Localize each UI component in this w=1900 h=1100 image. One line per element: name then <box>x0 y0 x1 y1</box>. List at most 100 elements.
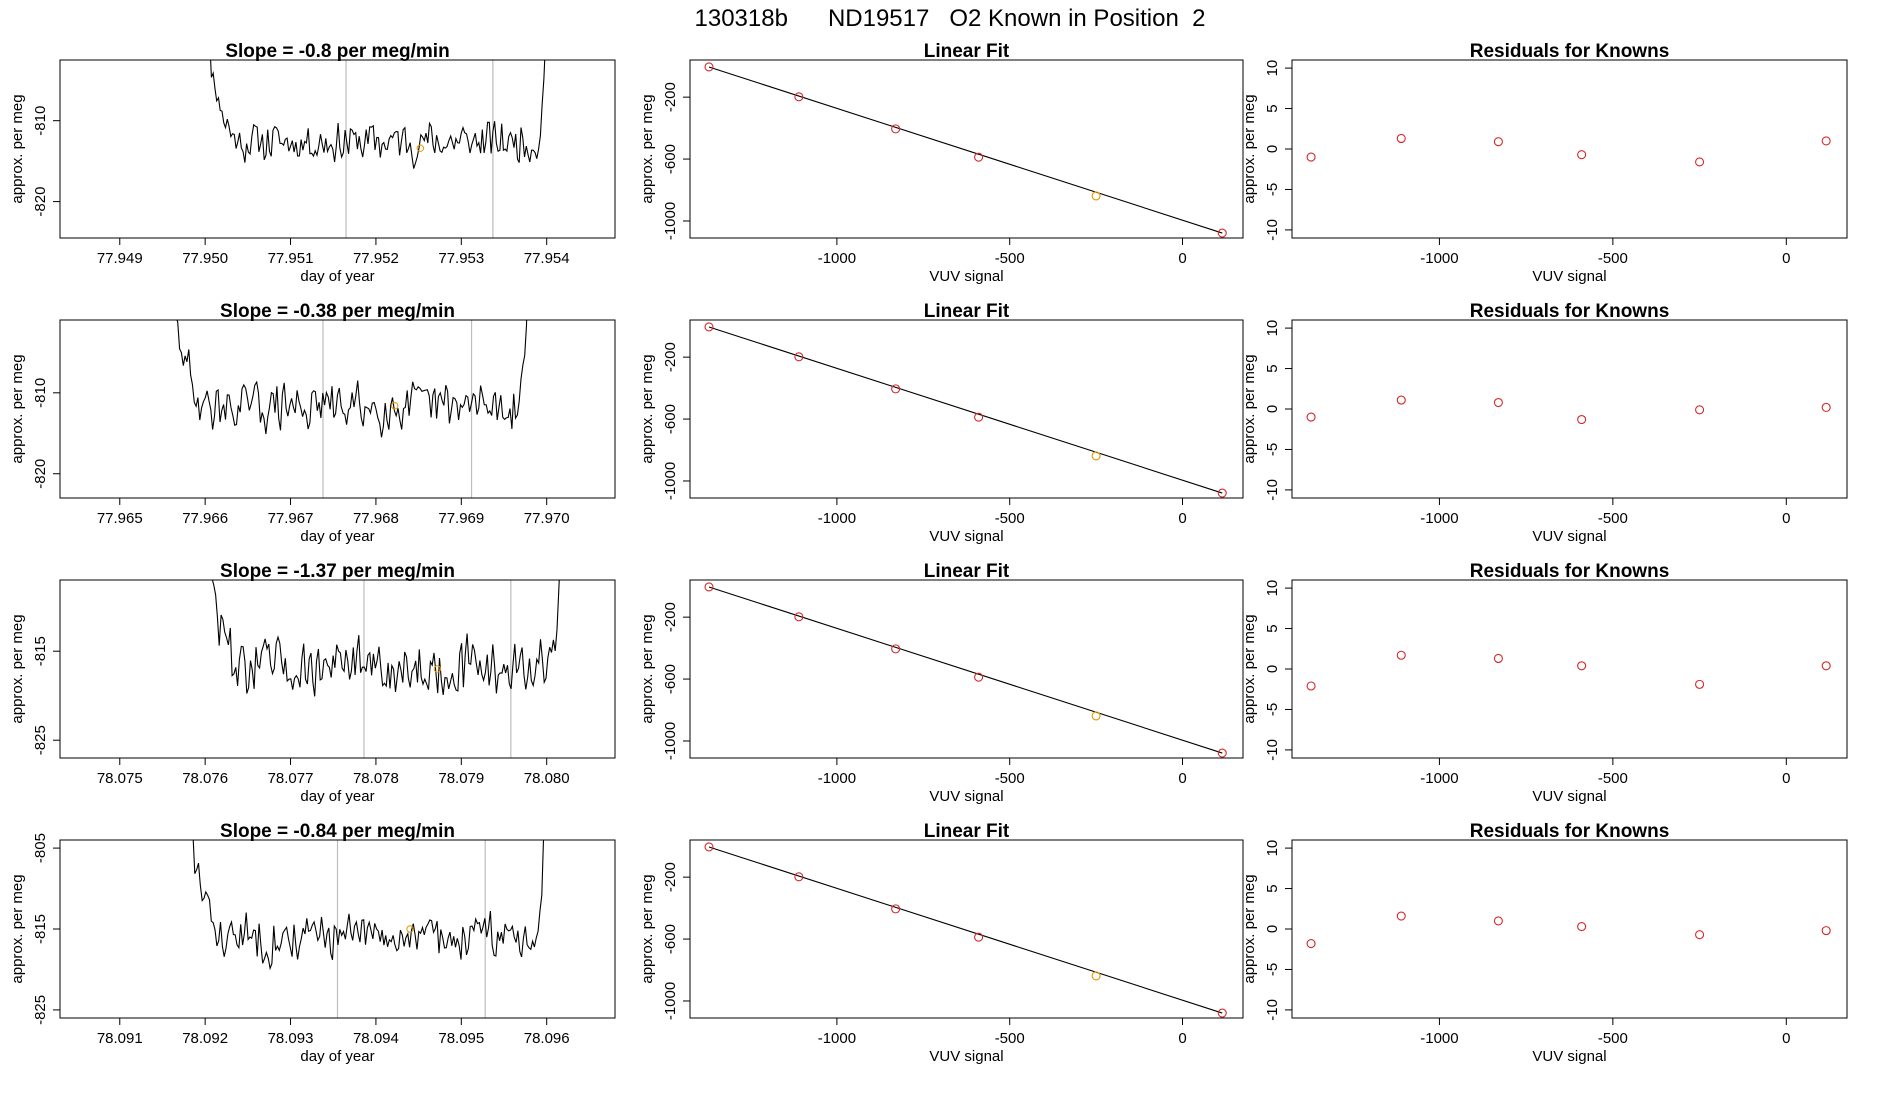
row3-resid-title: Residuals for Knowns <box>1470 561 1670 582</box>
row1-resid-point-4 <box>1577 150 1587 160</box>
row1-fit-xtick-label: -1000 <box>818 250 856 267</box>
row4-time-xtick-label: 78.095 <box>438 1030 484 1047</box>
row4-fit-point-6 <box>1217 1008 1227 1018</box>
row4-resid-xlabel: VUV signal <box>1532 1048 1606 1065</box>
row1-resid-panel: -1000 -500 0 10 5 0 -5 -10 Residuals for Knowns V… <box>1241 41 1848 285</box>
row2-resid-ytick-label: -10 <box>1264 479 1281 501</box>
row3-fit-point-2 <box>794 612 804 622</box>
row1-time-ytick-label: -810 <box>32 106 49 136</box>
row1-resid-point-1 <box>1306 152 1316 162</box>
row4-time-xtick-label: 78.093 <box>268 1030 314 1047</box>
row2-time-frame <box>59 319 616 499</box>
row2-time-xlabel: day of year <box>300 528 374 545</box>
row3-resid-xtick-label: -1000 <box>1420 770 1458 787</box>
row3-time-ytick-label: -825 <box>32 725 49 755</box>
row3-fit-xtick-label: 0 <box>1178 770 1186 787</box>
row4-fit-point-2 <box>794 872 804 882</box>
row4-resid-panel: -1000 -500 0 10 5 0 -5 -10 Residuals for Knowns V… <box>1241 821 1848 1065</box>
row3-time-frame <box>59 579 616 759</box>
row4-fit-panel: -1000 -500 0 -200 -600 -1000 Linear Fit VUV sig… <box>639 821 1244 1065</box>
row3-time-trace <box>211 580 560 697</box>
row3-time-ytick-label: -815 <box>32 636 49 666</box>
row3-resid-ytick-label: 5 <box>1264 624 1281 632</box>
row1-resid-xtick-label: -500 <box>1598 250 1628 267</box>
row2-fit-xlabel: VUV signal <box>929 528 1003 545</box>
row2-time-plot-area <box>176 320 528 498</box>
row2-fit-ylabel: approx. per meg <box>639 354 656 463</box>
row4-time-marker-point <box>406 925 414 933</box>
row1-resid-point-5 <box>1695 157 1705 167</box>
row3-time-xtick-label: 78.076 <box>182 770 228 787</box>
row1-resid-point-3 <box>1493 137 1503 147</box>
row2-resid-ytick-label: -5 <box>1264 443 1281 456</box>
row4-resid-point-6 <box>1821 926 1831 936</box>
row3-fit-ytick-label: -1000 <box>662 722 679 760</box>
row4-resid-point-3 <box>1493 916 1503 926</box>
row4-time-title: Slope = -0.84 per meg/min <box>220 821 455 842</box>
row2-resid-xtick-label: 0 <box>1782 510 1790 527</box>
row3-resid-xlabel: VUV signal <box>1532 788 1606 805</box>
row2-time-ytick-label: -810 <box>32 378 49 408</box>
row4-time-plot-area <box>192 840 545 1018</box>
row1-time-marker-point <box>416 144 425 152</box>
row2-fit-ytick-label: -1000 <box>662 462 679 500</box>
row3-time-xlabel: day of year <box>300 788 374 805</box>
row2-resid-xtick-label: -500 <box>1598 510 1628 527</box>
row1-fit-fit-line <box>708 66 1223 234</box>
row4-time-ytick-label: -815 <box>32 914 49 944</box>
row4-fit-xtick-label: -1000 <box>818 1030 856 1047</box>
row4-fit-ytick-label: -600 <box>662 924 679 954</box>
row3-resid-point-6 <box>1821 661 1831 671</box>
row1-time-xtick-label: 77.951 <box>268 250 314 267</box>
row4-fit-point-5 <box>1091 971 1101 981</box>
row4-fit-xtick-label: 0 <box>1178 1030 1186 1047</box>
row4-fit-title: Linear Fit <box>924 821 1010 842</box>
row3-resid-ytick-label: 0 <box>1264 665 1281 673</box>
row4-resid-point-2 <box>1396 911 1406 921</box>
row4-fit-plot-area <box>704 842 1227 1018</box>
row2-resid-point-1 <box>1306 412 1316 422</box>
row3-resid-ylabel: approx. per meg <box>1241 614 1258 723</box>
row3-resid-ytick-label: -10 <box>1264 739 1281 761</box>
row2-fit-xtick-label: 0 <box>1178 510 1186 527</box>
row2-fit-point-3 <box>891 384 901 394</box>
row1-resid-xtick-label: 0 <box>1782 250 1790 267</box>
row2-fit-xtick-label: -500 <box>995 510 1025 527</box>
row4-resid-ytick-label: -10 <box>1264 999 1281 1021</box>
row3-resid-ytick-label: 10 <box>1264 580 1281 597</box>
row1-resid-ylabel: approx. per meg <box>1241 94 1258 203</box>
row4-fit-fit-line <box>708 846 1223 1014</box>
row1-time-panel: 77.949 77.950 77.951 77.952 77.953 77.954 -810… <box>9 41 616 285</box>
row1-time-frame <box>59 59 616 239</box>
row1-fit-point-4 <box>974 152 984 162</box>
row2-fit-frame <box>689 319 1244 499</box>
row2-fit-fit-line <box>708 326 1223 494</box>
row4-time-xtick-label: 78.096 <box>524 1030 570 1047</box>
row3-fit-xtick-label: -500 <box>995 770 1025 787</box>
panel-grid: 77.949 77.950 77.951 77.952 77.953 77.954 -810… <box>9 41 1848 1065</box>
row1-resid-ytick-label: -10 <box>1264 219 1281 241</box>
row4-time-ytick-label: -805 <box>32 833 49 863</box>
row3-resid-point-1 <box>1306 681 1316 691</box>
row4-resid-title: Residuals for Knowns <box>1470 821 1670 842</box>
row1-fit-xtick-label: -500 <box>995 250 1025 267</box>
row3-fit-ytick-label: -200 <box>662 602 679 632</box>
row3-time-xtick-label: 78.075 <box>97 770 143 787</box>
row2-resid-ytick-label: 5 <box>1264 364 1281 372</box>
row3-fit-frame <box>689 579 1244 759</box>
row4-fit-xlabel: VUV signal <box>929 1048 1003 1065</box>
row4-resid-ytick-label: -5 <box>1264 963 1281 976</box>
row3-fit-title: Linear Fit <box>924 561 1010 582</box>
row1-fit-panel: -1000 -500 0 -200 -600 -1000 Linear Fit VUV sig… <box>639 41 1244 285</box>
row2-fit-ytick-label: -200 <box>662 342 679 372</box>
row2-time-xtick-label: 77.966 <box>182 510 228 527</box>
row4-time-xtick-label: 78.091 <box>97 1030 143 1047</box>
row4-resid-point-1 <box>1306 939 1316 949</box>
row3-time-plot-area <box>211 580 560 758</box>
row3-resid-panel: -1000 -500 0 10 5 0 -5 -10 Residuals for Knowns V… <box>1241 561 1848 805</box>
row4-time-ytick-label: -825 <box>32 995 49 1025</box>
row2-fit-panel: -1000 -500 0 -200 -600 -1000 Linear Fit VUV sig… <box>639 301 1244 545</box>
row1-fit-xtick-label: 0 <box>1178 250 1186 267</box>
